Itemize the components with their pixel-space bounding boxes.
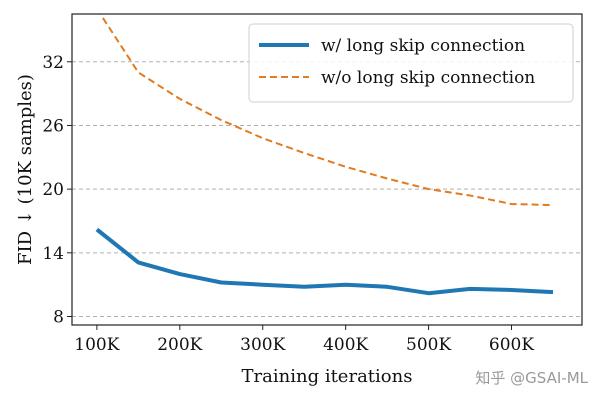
axis-ticks: 8 14 20 26 32 100K 200K 300K 400K 500K 600K: [42, 53, 534, 355]
y-axis-label: FID ↓ (10K samples): [15, 74, 36, 265]
x-tick-label: 200K: [157, 335, 202, 355]
legend: w/ long skip connection w/o long skip co…: [248, 23, 574, 103]
x-tick-label: 300K: [240, 335, 285, 355]
y-tick-label: 20: [42, 180, 64, 200]
series-line-with-skip: [95, 227, 554, 296]
x-tick-label: 400K: [323, 335, 368, 355]
x-axis-label: Training iterations: [242, 366, 413, 387]
x-tick-label: 100K: [74, 335, 119, 355]
y-tick-label: 26: [42, 116, 64, 136]
y-tick-label: 14: [42, 244, 64, 264]
legend-label-without-skip: w/o long skip connection: [321, 68, 535, 88]
x-tick-label: 600K: [489, 335, 534, 355]
legend-box: [248, 23, 574, 103]
watermark: 知乎 @GSAI-ML: [475, 369, 588, 387]
x-tick-label: 500K: [406, 335, 451, 355]
y-tick-label: 32: [42, 53, 64, 73]
series-lines: [95, 14, 554, 296]
legend-label-with-skip: w/ long skip connection: [321, 36, 525, 56]
plot-frame: [71, 13, 583, 326]
y-tick-label: 8: [53, 308, 64, 328]
